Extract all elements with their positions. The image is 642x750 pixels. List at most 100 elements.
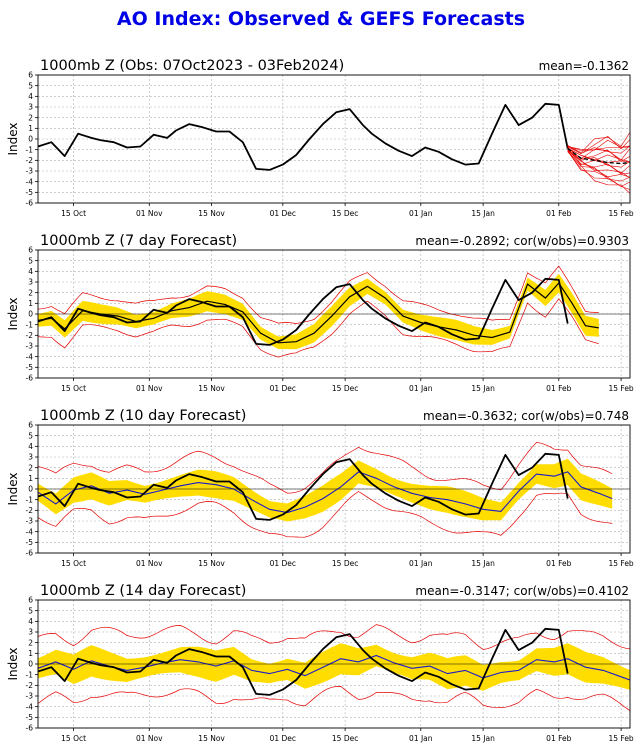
envelope-upper-line [37, 265, 599, 324]
y-tick-label: 4 [28, 92, 33, 101]
ensemble-member-line [567, 151, 631, 194]
x-tick-label: 15 Oct [61, 384, 86, 393]
y-tick-label: 6 [28, 71, 33, 80]
x-tick-label: 15 Nov [198, 734, 225, 743]
envelope-lower-line [37, 491, 613, 538]
x-tick-label: 01 Nov [136, 209, 163, 218]
x-tick-label: 01 Dec [270, 209, 296, 218]
x-tick-label: 01 Feb [546, 734, 571, 743]
x-tick-label: 01 Feb [546, 384, 571, 393]
x-tick-label: 01 Nov [136, 559, 163, 568]
x-tick-label: 15 Dec [332, 384, 358, 393]
x-tick-label: 15 Nov [198, 559, 225, 568]
x-tick-label: 01 Nov [136, 384, 163, 393]
ensemble-member-line [567, 149, 631, 175]
x-tick-label: 15 Dec [332, 559, 358, 568]
y-tick-label: -1 [26, 670, 34, 679]
y-tick-label: 6 [28, 246, 33, 255]
observed-line [37, 452, 569, 521]
x-tick-label: 15 Jan [471, 559, 495, 568]
y-tick-label: -5 [26, 538, 34, 547]
y-tick-label: -5 [26, 713, 34, 722]
y-tick-label: 3 [28, 453, 33, 462]
y-tick-label: -2 [26, 506, 34, 515]
x-tick-label: 15 Jan [471, 209, 495, 218]
y-tick-label: -3 [26, 342, 34, 351]
y-tick-label: 0 [28, 660, 33, 669]
y-tick-label: -2 [26, 331, 34, 340]
y-tick-label: -2 [26, 681, 34, 690]
panel-stat: mean=-0.2892; cor(w/obs)=0.9303 [415, 234, 629, 248]
panel-title: 1000mb Z (10 day Forecast) [40, 408, 246, 424]
y-tick-label: -5 [26, 363, 34, 372]
chart-panel-1: 1000mb Z (Obs: 07Oct2023 - 03Feb2024) mea… [6, 58, 634, 218]
y-tick-label: -6 [26, 199, 34, 208]
x-tick-label: 01 Dec [270, 384, 296, 393]
y-tick-label: 5 [28, 606, 33, 615]
ensemble-member-line [567, 151, 631, 190]
y-tick-label: 4 [28, 617, 33, 626]
observed-line [37, 102, 569, 171]
y-tick-label: -6 [26, 724, 34, 733]
ensemble-member-line [567, 149, 631, 174]
x-tick-label: 01 Jan [409, 559, 433, 568]
ensemble-member-line [567, 148, 631, 168]
envelope-upper-line [37, 442, 613, 494]
y-tick-label: 1 [28, 124, 33, 133]
spread-band [38, 273, 599, 350]
y-tick-label: 2 [28, 113, 33, 122]
x-tick-label: 15 Oct [61, 734, 86, 743]
y-tick-label: 5 [28, 256, 33, 265]
y-tick-label: 5 [28, 81, 33, 90]
y-tick-label: -4 [26, 527, 34, 536]
panel-title: 1000mb Z (14 day Forecast) [40, 583, 246, 599]
observed-line [37, 627, 569, 696]
y-tick-label: -3 [26, 692, 34, 701]
chart-panel-2: 1000mb Z (7 day Forecast) mean=-0.2892; c… [6, 233, 634, 393]
ensemble-member-line [567, 135, 631, 155]
ensemble-member-line [567, 150, 631, 187]
x-tick-label: 01 Jan [409, 384, 433, 393]
forecast-mean-line [37, 654, 631, 681]
y-tick-label: 0 [28, 135, 33, 144]
x-tick-label: 15 Feb [608, 734, 633, 743]
y-axis-label: Index [6, 647, 20, 680]
panel-stat: mean=-0.3632; cor(w/obs)=0.748 [423, 409, 629, 423]
x-tick-label: 15 Oct [61, 209, 86, 218]
x-tick-label: 15 Oct [61, 559, 86, 568]
ensemble-mean-line [567, 148, 631, 165]
spread-band [38, 458, 613, 522]
y-tick-label: -1 [26, 320, 34, 329]
panel-title: 1000mb Z (Obs: 07Oct2023 - 03Feb2024) [40, 58, 344, 74]
ensemble-member-line [567, 150, 631, 178]
envelope-lower-line [37, 298, 599, 358]
ensemble-member-line [567, 132, 631, 154]
panel-title: 1000mb Z (7 day Forecast) [40, 233, 237, 249]
x-tick-label: 15 Nov [198, 209, 225, 218]
y-tick-label: -5 [26, 188, 34, 197]
y-tick-label: 0 [28, 310, 33, 319]
observed-line [37, 277, 569, 346]
y-tick-label: 3 [28, 278, 33, 287]
y-tick-label: -4 [26, 177, 34, 186]
chart-panel-3: 1000mb Z (10 day Forecast) mean=-0.3632; … [6, 408, 634, 568]
y-tick-label: 1 [28, 649, 33, 658]
x-tick-label: 01 Feb [546, 559, 571, 568]
y-tick-label: 1 [28, 299, 33, 308]
ensemble-member-line [567, 147, 631, 163]
y-axis-label: Index [6, 472, 20, 505]
plot-frame [37, 599, 631, 729]
y-axis-label: Index [6, 122, 20, 155]
panel-stat: mean=-0.1362 [539, 59, 629, 73]
ensemble-member-line [567, 150, 631, 182]
x-tick-label: 15 Dec [332, 734, 358, 743]
y-tick-label: -1 [26, 145, 34, 154]
plot-frame [37, 424, 631, 554]
y-tick-label: 1 [28, 474, 33, 483]
y-tick-label: 4 [28, 442, 33, 451]
y-axis-label: Index [6, 297, 20, 330]
y-tick-label: 0 [28, 485, 33, 494]
y-tick-label: -4 [26, 352, 34, 361]
y-tick-label: -6 [26, 374, 34, 383]
